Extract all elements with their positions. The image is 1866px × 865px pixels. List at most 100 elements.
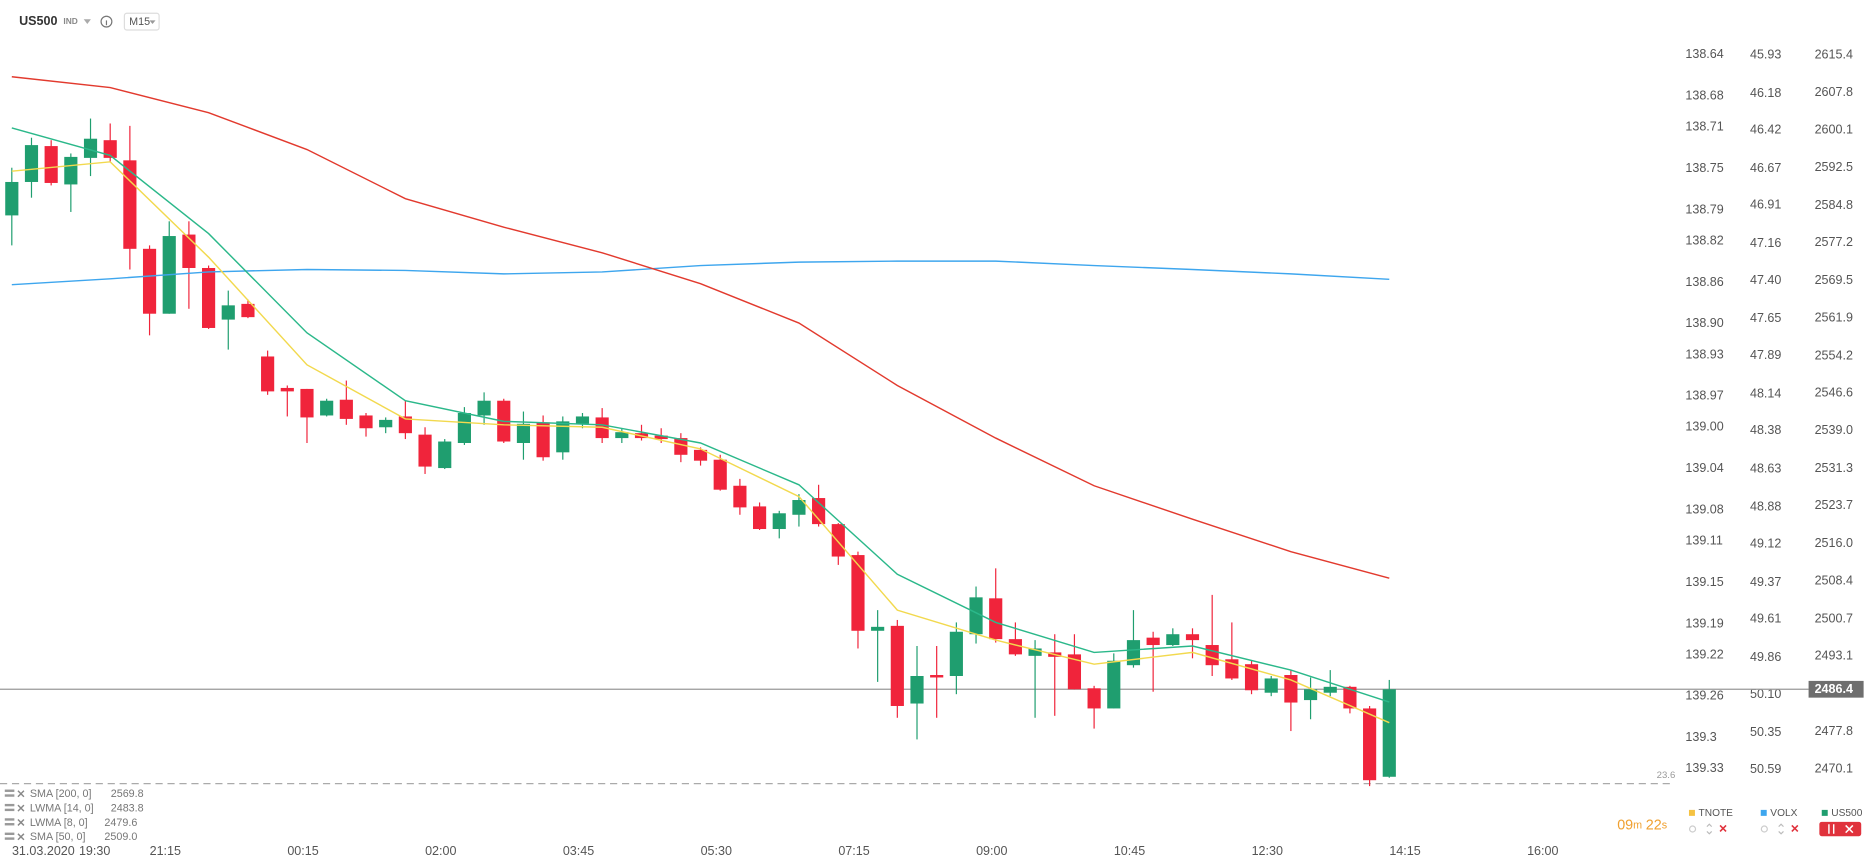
candle-body — [182, 234, 196, 268]
legend-icon[interactable] — [4, 794, 15, 797]
candle-body — [438, 441, 452, 469]
y-tick-label: 46.42 — [1750, 123, 1781, 137]
x-tick-label: 21:15 — [150, 844, 181, 858]
candle-body — [1382, 689, 1396, 777]
y-tick-label: 49.37 — [1750, 575, 1781, 589]
candle-body — [713, 459, 727, 490]
candle-body — [359, 415, 373, 429]
axis-remove-button[interactable] — [1819, 821, 1862, 837]
legend-icon[interactable] — [4, 823, 15, 826]
candle-body — [693, 449, 708, 461]
candle-body — [1087, 688, 1101, 709]
y-tick-label: 138.82 — [1685, 233, 1723, 247]
countdown: 09m 22s — [1617, 817, 1667, 833]
x-tick-label: 00:15 — [287, 844, 318, 858]
countdown-m: m — [1633, 819, 1642, 831]
candle-body — [969, 597, 983, 635]
y-tick-label: 2493.1 — [1815, 649, 1853, 663]
moving-average-line — [11, 127, 1390, 703]
y-tick-label: 138.90 — [1685, 316, 1723, 330]
y-tick-label: 2539.0 — [1815, 423, 1853, 437]
candle-body — [831, 524, 845, 557]
axis-remove-x[interactable] — [1845, 824, 1854, 834]
y-tick-label: 139.04 — [1685, 461, 1723, 475]
y-tick-label: 2569.5 — [1815, 273, 1853, 287]
legend-icon[interactable] — [4, 837, 15, 840]
y-tick-label: 2531.3 — [1815, 461, 1853, 475]
axis-arrows[interactable] — [1828, 824, 1835, 834]
legend-icon[interactable] — [4, 818, 15, 821]
axis-remove[interactable] — [1791, 824, 1799, 832]
x-tick-label: 10:45 — [1114, 844, 1145, 858]
price-label-box — [1808, 680, 1864, 698]
legend-remove[interactable] — [17, 833, 25, 841]
y-tick-label: 50.35 — [1750, 725, 1781, 739]
y-tick-label: 47.89 — [1750, 348, 1781, 362]
axis-remove[interactable] — [1719, 824, 1727, 832]
legend-remove[interactable] — [17, 804, 25, 812]
candle-body — [871, 626, 885, 631]
y-tick-label: 46.67 — [1750, 161, 1781, 175]
candle-body — [851, 555, 865, 631]
candle-body — [339, 399, 353, 419]
candle-body — [930, 675, 944, 678]
candle-body — [5, 181, 19, 216]
axis-visibility[interactable] — [1760, 825, 1768, 833]
dropdown-arrow[interactable] — [83, 19, 91, 25]
axis-move[interactable] — [1706, 823, 1713, 835]
timeframe-box[interactable] — [123, 12, 160, 31]
y-tick-label: 50.10 — [1750, 687, 1781, 701]
candle-body — [241, 303, 255, 318]
y-tick-label: 2470.1 — [1815, 762, 1853, 776]
legend-icon[interactable] — [4, 832, 15, 836]
candle-body — [64, 156, 78, 185]
axis-move[interactable] — [1778, 823, 1784, 835]
y-tick-label: 138.93 — [1685, 347, 1723, 361]
candle-body — [989, 598, 1003, 640]
candle-body — [1343, 686, 1357, 709]
candle-body — [477, 400, 491, 416]
legend-value: 2483.8 — [111, 803, 144, 815]
candle-body — [1323, 686, 1337, 693]
y-tick-label: 2600.1 — [1815, 123, 1853, 137]
level-label: 23.6 — [1657, 770, 1676, 781]
candle-body — [752, 506, 767, 530]
candle-body — [792, 500, 806, 515]
candle-body — [1107, 660, 1121, 709]
candle-body — [1244, 664, 1259, 691]
symbol[interactable]: US500 — [19, 14, 57, 28]
y-tick-label: 47.65 — [1750, 311, 1781, 325]
candle-body — [1008, 639, 1022, 655]
candle-body — [1264, 678, 1278, 693]
candle-body — [320, 400, 334, 416]
legend-value: 2479.6 — [104, 817, 137, 829]
legend-icon[interactable] — [4, 789, 15, 792]
axis-visibility[interactable] — [1688, 825, 1697, 833]
y-tick-label: 48.63 — [1750, 461, 1781, 475]
y-tick-label: 2546.6 — [1815, 386, 1853, 400]
info-icon[interactable] — [100, 15, 113, 28]
legend-remove[interactable] — [17, 790, 25, 798]
y-tick-label: 2615.4 — [1815, 47, 1853, 61]
y-tick-label: 48.14 — [1750, 386, 1781, 400]
axis-legend-name: US500 — [1831, 808, 1862, 819]
x-tick-label: 05:30 — [701, 844, 732, 858]
candle-body — [123, 160, 137, 249]
y-tick-label: 2554.2 — [1815, 348, 1853, 362]
legend-icon[interactable] — [4, 803, 15, 807]
candle-body — [890, 625, 904, 706]
y-tick-label: 2577.2 — [1815, 235, 1853, 249]
candle-body — [142, 248, 157, 314]
candle-body — [654, 435, 668, 440]
candle-body — [1303, 689, 1318, 701]
countdown-seconds: 22 — [1646, 817, 1662, 833]
moving-average-line — [11, 260, 1390, 286]
timeframe[interactable]: M15 — [129, 16, 150, 28]
legend-icon[interactable] — [4, 808, 15, 812]
y-tick-label: 139.3 — [1685, 730, 1716, 744]
y-tick-label: 2607.8 — [1815, 85, 1853, 99]
y-tick-label: 139.22 — [1685, 647, 1723, 661]
x-tick-label: 07:15 — [838, 844, 869, 858]
legend-remove[interactable] — [17, 818, 25, 826]
